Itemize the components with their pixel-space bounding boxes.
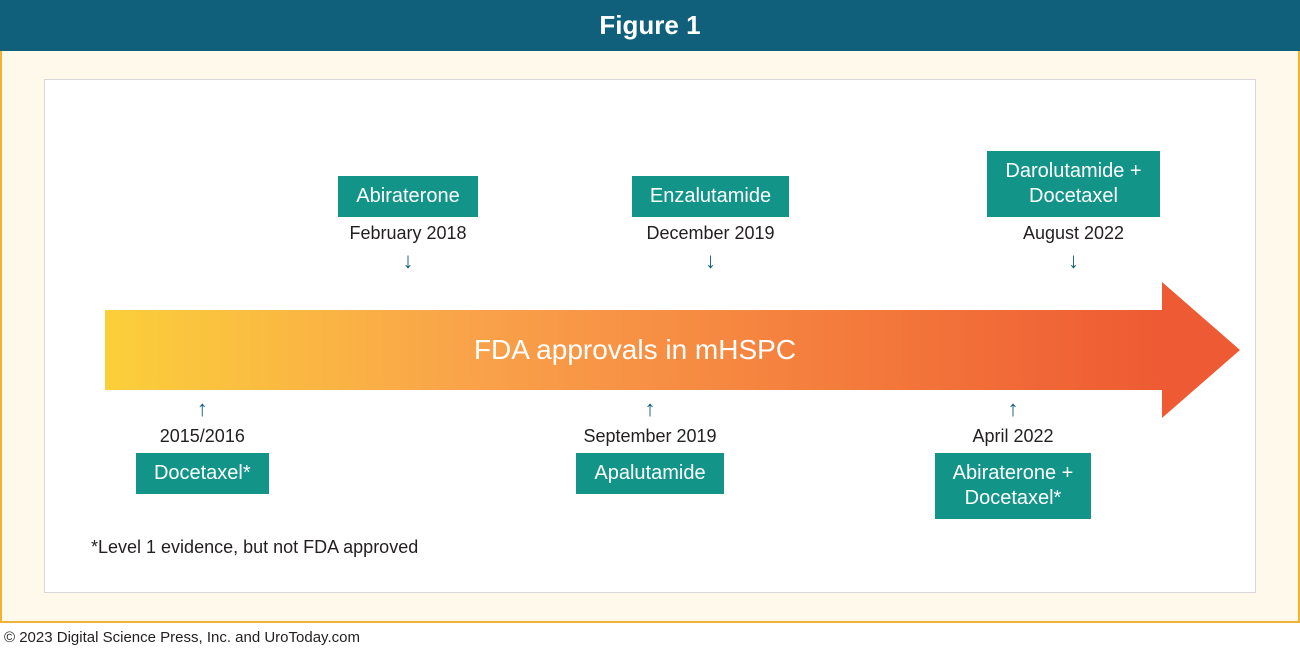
outer-panel: FDA approvals in mHSPC ↑ 2015/2016 Docetax… bbox=[0, 51, 1300, 623]
inner-panel: FDA approvals in mHSPC ↑ 2015/2016 Docetax… bbox=[44, 79, 1256, 593]
event-daro-docetaxel: Darolutamide + Docetaxel August 2022 ↓ bbox=[964, 151, 1184, 272]
footnote: *Level 1 evidence, but not FDA approved bbox=[91, 537, 418, 558]
timeline-arrow: FDA approvals in mHSPC bbox=[105, 310, 1235, 390]
date-label: February 2018 bbox=[349, 223, 466, 244]
arrow-up-icon: ↑ bbox=[1008, 398, 1019, 420]
arrow-up-icon: ↑ bbox=[197, 398, 208, 420]
event-docetaxel: ↑ 2015/2016 Docetaxel* bbox=[92, 398, 312, 494]
drug-box: Abiraterone bbox=[338, 176, 477, 217]
drug-box: Darolutamide + Docetaxel bbox=[987, 151, 1159, 217]
timeline-arrow-label: FDA approvals in mHSPC bbox=[474, 334, 796, 366]
arrow-down-icon: ↓ bbox=[403, 250, 414, 272]
date-label: December 2019 bbox=[646, 223, 774, 244]
drug-box: Docetaxel* bbox=[136, 453, 269, 494]
drug-box: Enzalutamide bbox=[632, 176, 789, 217]
drug-box: Apalutamide bbox=[576, 453, 723, 494]
arrow-down-icon: ↓ bbox=[1068, 250, 1079, 272]
date-label: September 2019 bbox=[583, 426, 716, 447]
copyright: © 2023 Digital Science Press, Inc. and U… bbox=[0, 623, 1300, 646]
event-abiraterone: Abiraterone February 2018 ↓ bbox=[298, 176, 518, 272]
event-apalutamide: ↑ September 2019 Apalutamide bbox=[540, 398, 760, 494]
timeline-arrow-body: FDA approvals in mHSPC bbox=[105, 310, 1165, 390]
date-label: April 2022 bbox=[972, 426, 1053, 447]
arrow-down-icon: ↓ bbox=[705, 250, 716, 272]
drug-box: Abiraterone + Docetaxel* bbox=[935, 453, 1092, 519]
timeline-arrow-head bbox=[1162, 282, 1240, 418]
event-abi-docetaxel: ↑ April 2022 Abiraterone + Docetaxel* bbox=[903, 398, 1123, 519]
figure-title: Figure 1 bbox=[599, 10, 700, 40]
figure-title-bar: Figure 1 bbox=[0, 0, 1300, 51]
arrow-up-icon: ↑ bbox=[645, 398, 656, 420]
event-enzalutamide: Enzalutamide December 2019 ↓ bbox=[601, 176, 821, 272]
date-label: 2015/2016 bbox=[160, 426, 245, 447]
date-label: August 2022 bbox=[1023, 223, 1124, 244]
